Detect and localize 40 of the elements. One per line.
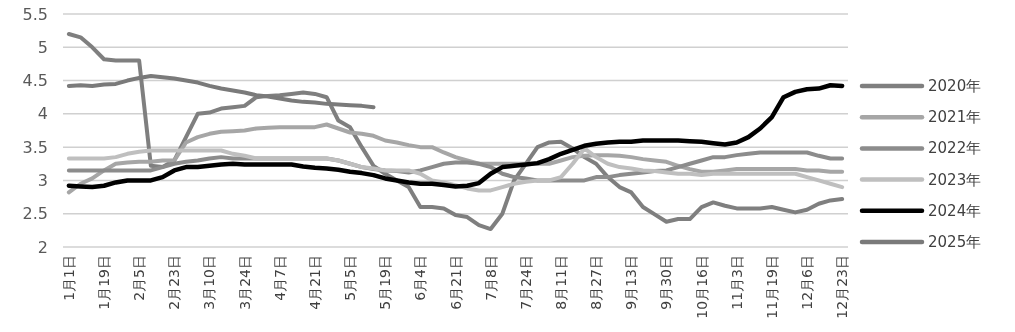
x-tick-label: 8月27日 [588, 255, 605, 310]
line-series [66, 146, 845, 193]
y-tick-label: 3.5 [22, 137, 48, 157]
legend-label: 2021年 [928, 108, 982, 127]
x-tick-label: 5月19日 [377, 255, 394, 310]
y-tick-label: 5 [37, 37, 48, 57]
x-tick-label: 8月11日 [552, 255, 569, 310]
y-tick-label: 4 [37, 104, 48, 124]
legend-label: 2022年 [928, 139, 982, 158]
x-tick-label: 1月1日 [60, 255, 77, 301]
x-tick-label: 3月10日 [201, 255, 218, 310]
x-tick-label: 4月21日 [306, 255, 323, 310]
y-tick-label: 5.5 [22, 4, 48, 24]
y-tick-label: 4.5 [22, 71, 48, 91]
x-tick-label: 10月16日 [693, 255, 710, 319]
y-tick-label: 2.5 [22, 204, 48, 224]
x-tick-label: 4月7日 [271, 255, 288, 301]
legend-label: 2020年 [928, 77, 982, 95]
x-tick-label: 12月6日 [798, 255, 815, 310]
x-tick-label: 12月23日 [834, 255, 851, 319]
line-series [66, 82, 845, 190]
x-tick-label: 7月24日 [517, 255, 534, 310]
x-tick-label: 6月4日 [412, 255, 429, 301]
legend-label: 2023年 [928, 170, 982, 189]
x-tick-label: 7月8日 [482, 255, 499, 301]
x-tick-label: 2月23日 [166, 255, 183, 310]
x-tick-label: 9月30日 [658, 255, 675, 310]
x-tick-label: 2月5日 [131, 255, 148, 301]
y-tick-label: 3 [37, 170, 48, 190]
y-tick-label: 2 [37, 237, 48, 257]
x-tick-label: 6月21日 [447, 255, 464, 310]
x-tick-label: 1月19日 [96, 255, 113, 310]
x-tick-label: 9月13日 [623, 255, 640, 310]
x-tick-label: 11月19日 [763, 255, 780, 319]
x-tick-label: 11月3日 [728, 255, 745, 310]
line-series [66, 31, 845, 232]
legend-label: 2024年 [928, 201, 982, 220]
legend-label: 2025年 [928, 233, 982, 251]
x-tick-label: 5月5日 [342, 255, 359, 301]
x-tick-label: 3月24日 [236, 255, 253, 310]
